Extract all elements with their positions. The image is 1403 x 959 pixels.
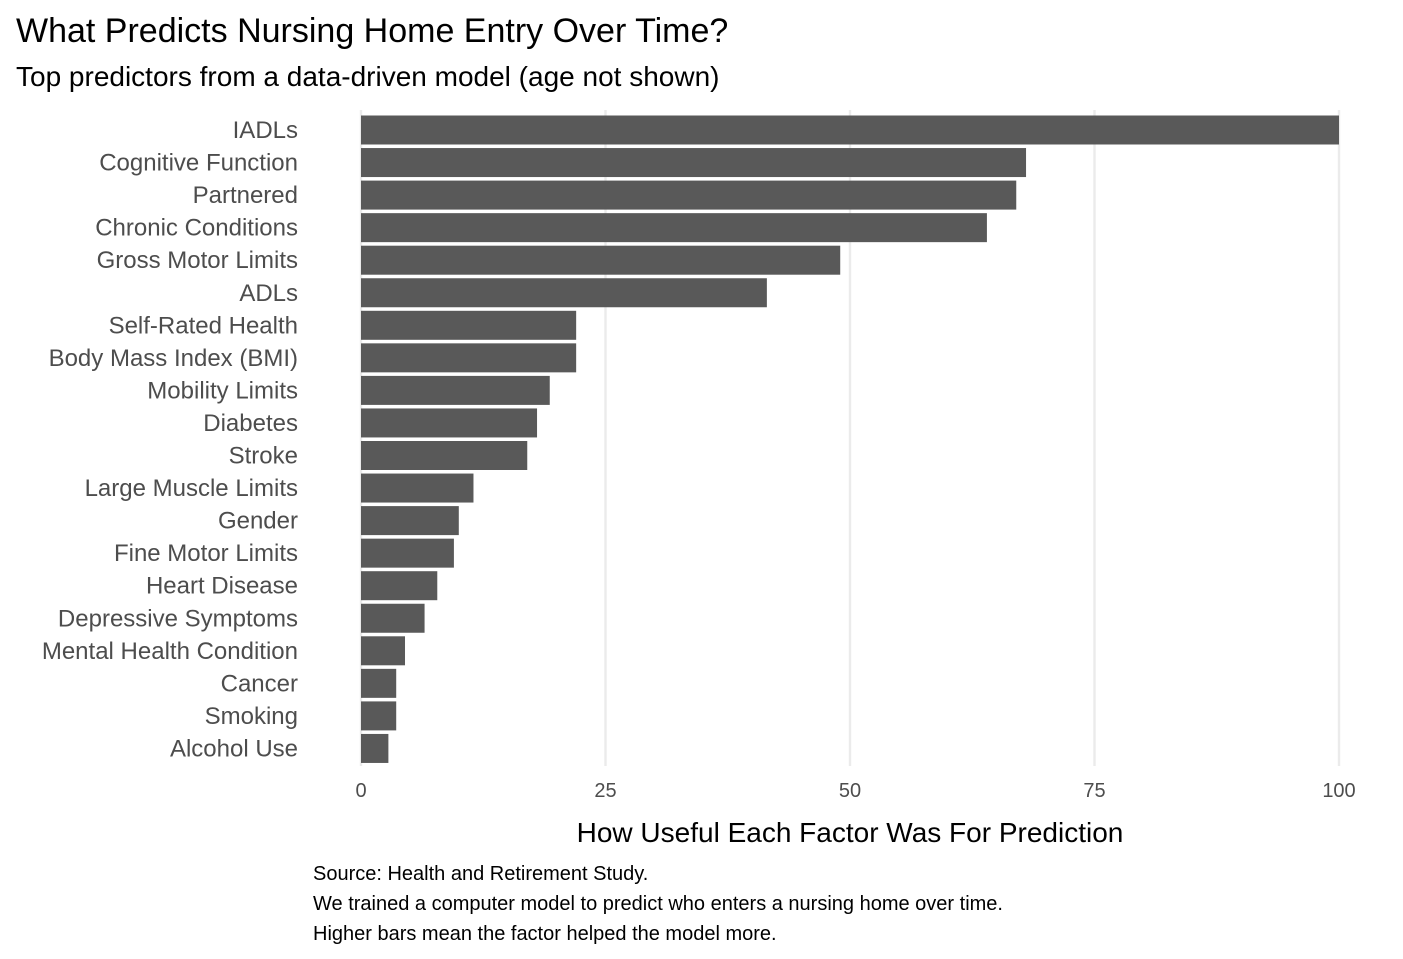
caption-line: We trained a computer model to predict w… [313, 893, 1003, 915]
caption: Source: Health and Retirement Study. We t… [313, 863, 1003, 945]
category-label: Body Mass Index (BMI) [49, 345, 298, 372]
bar [361, 603, 425, 633]
category-label: Large Muscle Limits [85, 475, 298, 502]
bar [361, 148, 1027, 178]
x-tick-labels: 0 25 50 75 100 [355, 780, 1355, 802]
bar [361, 375, 550, 405]
bar [361, 701, 397, 731]
caption-line: Higher bars mean the factor helped the m… [313, 923, 777, 945]
category-label: Smoking [205, 703, 298, 730]
category-label: Diabetes [203, 410, 298, 437]
category-label: ADLs [239, 280, 298, 307]
x-tick-label: 0 [355, 780, 366, 802]
category-label: Gross Motor Limits [97, 247, 298, 274]
bar [361, 115, 1339, 145]
bar [361, 571, 438, 601]
x-tick-label: 100 [1322, 780, 1355, 802]
bar [361, 733, 389, 763]
category-label: Heart Disease [146, 573, 298, 600]
bar [361, 213, 987, 243]
bar [361, 343, 577, 373]
category-label: Fine Motor Limits [114, 540, 298, 567]
bar [361, 636, 406, 666]
bar [361, 473, 474, 503]
bar [361, 278, 767, 308]
category-label: Partnered [193, 182, 298, 209]
x-tick-label: 25 [594, 780, 616, 802]
caption-line: Source: Health and Retirement Study. [313, 863, 648, 885]
bar [361, 668, 397, 698]
category-label: Depressive Symptoms [58, 605, 298, 632]
category-label: Cancer [221, 670, 298, 697]
category-label: Cognitive Function [99, 150, 298, 177]
category-label: Mobility Limits [147, 377, 298, 404]
category-label: Gender [218, 508, 298, 535]
category-label: IADLs [233, 117, 298, 144]
category-label: Chronic Conditions [95, 215, 298, 242]
chart-subtitle: Top predictors from a data-driven model … [16, 61, 719, 92]
bar [361, 506, 459, 536]
bar [361, 310, 577, 340]
category-label: Mental Health Condition [42, 638, 298, 665]
bar [361, 245, 841, 275]
category-labels: IADLs Cognitive Function Partnered Chronic … [42, 117, 298, 762]
bar [361, 180, 1017, 210]
x-axis-title: How Useful Each Factor Was For Predictio… [577, 817, 1124, 848]
bar [361, 538, 454, 568]
bar [361, 441, 528, 470]
category-label: Stroke [229, 443, 298, 470]
bar [361, 408, 538, 438]
category-label: Alcohol Use [170, 735, 298, 762]
x-tick-label: 50 [839, 780, 861, 802]
category-label: Self-Rated Health [109, 312, 298, 339]
bars [361, 115, 1339, 763]
chart-title: What Predicts Nursing Home Entry Over Ti… [16, 12, 728, 50]
x-tick-label: 75 [1083, 780, 1105, 802]
